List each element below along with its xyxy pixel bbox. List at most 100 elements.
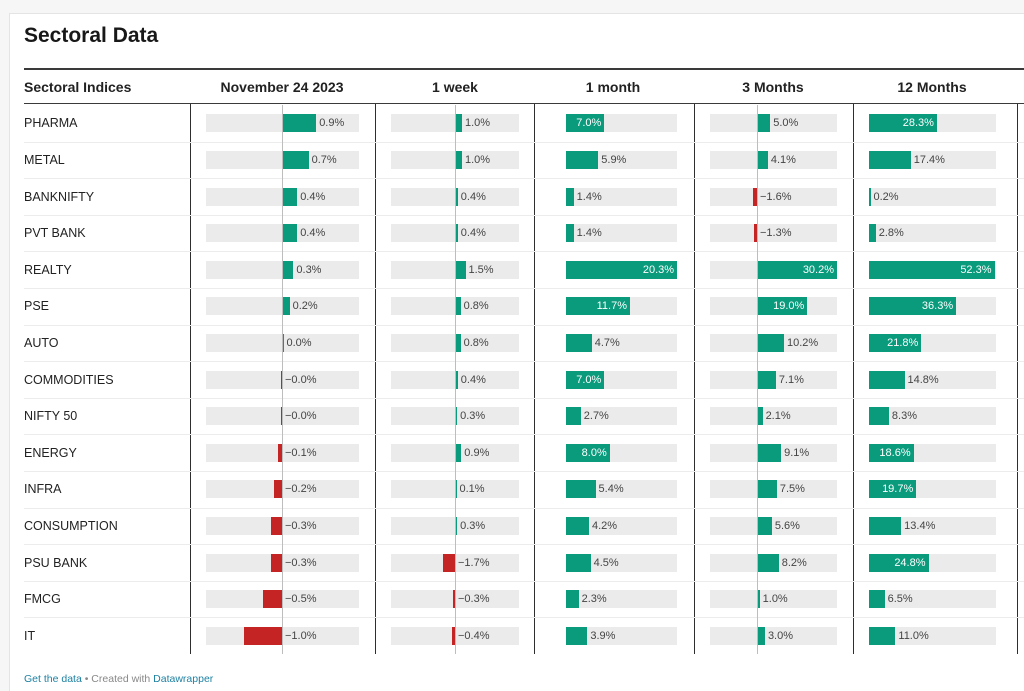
value-label: −0.3% <box>285 556 317 569</box>
value-label: 0.4% <box>300 227 326 240</box>
row-divider <box>24 142 1024 143</box>
zero-line <box>282 507 283 545</box>
zero-line <box>455 397 456 435</box>
value-label: 19.0% <box>773 300 805 313</box>
bar-track <box>710 407 837 426</box>
bar <box>274 480 282 499</box>
bar <box>452 590 455 609</box>
row-label: AUTO <box>24 335 59 350</box>
zero-line <box>757 288 758 325</box>
zero-line <box>455 214 456 252</box>
value-label: 36.3% <box>921 300 954 313</box>
zero-line <box>455 617 456 654</box>
column-separator-0 <box>190 104 191 654</box>
value-label: 3.0% <box>767 629 794 642</box>
datawrapper-link[interactable]: Datawrapper <box>153 673 214 685</box>
bar-track <box>566 553 677 572</box>
bar <box>455 407 458 426</box>
bar <box>757 553 779 572</box>
column-header-1: 1 week <box>432 79 478 95</box>
column-header-0: November 24 2023 <box>220 79 344 95</box>
bar <box>869 553 929 572</box>
bar <box>757 480 777 499</box>
zero-line <box>757 105 758 142</box>
zero-line <box>757 544 758 581</box>
bar <box>566 260 678 279</box>
value-label: 7.0% <box>576 373 602 386</box>
value-label: 9.1% <box>784 446 810 459</box>
zero-line <box>282 141 283 179</box>
value-label: 10.2% <box>787 336 819 349</box>
bar <box>270 516 282 535</box>
zero-line <box>757 141 758 179</box>
bar <box>452 626 455 645</box>
column-separator-2 <box>534 104 535 654</box>
value-label: 13.4% <box>904 519 936 532</box>
value-label: 3.9% <box>590 629 616 642</box>
value-label: 4.1% <box>770 153 796 166</box>
value-label: 24.8% <box>894 556 926 569</box>
bar <box>869 150 911 169</box>
get-data-link[interactable]: Get the data <box>24 673 82 685</box>
value-label: 0.0% <box>286 336 312 349</box>
bar <box>455 443 462 462</box>
bar <box>282 297 290 316</box>
row-label: METAL <box>24 152 65 167</box>
zero-line <box>282 580 283 618</box>
row-label: PVT BANK <box>24 226 86 241</box>
value-label: −1.7% <box>458 556 490 569</box>
row-label: BANKNIFTY <box>24 189 95 204</box>
zero-line <box>282 434 283 471</box>
zero-line <box>282 251 283 288</box>
bar-track <box>869 626 996 645</box>
value-label: 0.3% <box>460 519 486 532</box>
bar <box>869 260 995 279</box>
row-divider <box>24 508 1024 509</box>
bar <box>263 590 282 609</box>
value-label: 0.8% <box>463 300 489 313</box>
bar <box>869 407 889 426</box>
bar <box>443 553 455 572</box>
zero-line <box>282 105 283 142</box>
zero-line <box>757 434 758 471</box>
zero-line <box>455 507 456 545</box>
zero-line <box>757 397 758 435</box>
value-label: 1.0% <box>465 117 491 130</box>
column-header-2: 1 month <box>585 79 641 95</box>
value-label: 0.1% <box>459 483 485 496</box>
bar-track <box>566 407 677 426</box>
value-label: 8.0% <box>581 446 607 459</box>
zero-line <box>455 434 456 471</box>
value-label: 4.7% <box>594 336 620 349</box>
row-divider <box>24 544 1024 545</box>
value-label: 4.2% <box>591 519 618 532</box>
bar <box>869 590 885 609</box>
zero-line <box>757 580 758 618</box>
value-label: 1.0% <box>762 593 788 606</box>
bar <box>566 553 591 572</box>
value-label: 0.3% <box>460 410 486 423</box>
bar-track <box>566 516 677 535</box>
bar <box>757 260 838 279</box>
bar-track <box>710 187 837 206</box>
row-label: PSU BANK <box>24 555 88 570</box>
bar <box>282 150 309 169</box>
bar <box>566 516 589 535</box>
value-label: 19.7% <box>882 483 914 496</box>
value-label: 2.1% <box>765 410 791 423</box>
value-label: −0.5% <box>285 593 317 606</box>
zero-line <box>455 178 456 215</box>
value-label: 0.9% <box>319 117 345 130</box>
row-label: INFRA <box>24 482 62 497</box>
value-label: 18.6% <box>879 446 911 459</box>
bar <box>566 443 610 462</box>
bar <box>455 224 458 243</box>
value-label: 1.5% <box>468 263 494 276</box>
chart-title: Sectoral Data <box>24 24 159 47</box>
row-label: CONSUMPTION <box>24 518 118 533</box>
header-top-rule <box>24 68 1024 70</box>
zero-line <box>455 361 456 398</box>
zero-line <box>455 324 456 362</box>
value-label: 0.9% <box>464 446 490 459</box>
bar <box>566 333 592 352</box>
